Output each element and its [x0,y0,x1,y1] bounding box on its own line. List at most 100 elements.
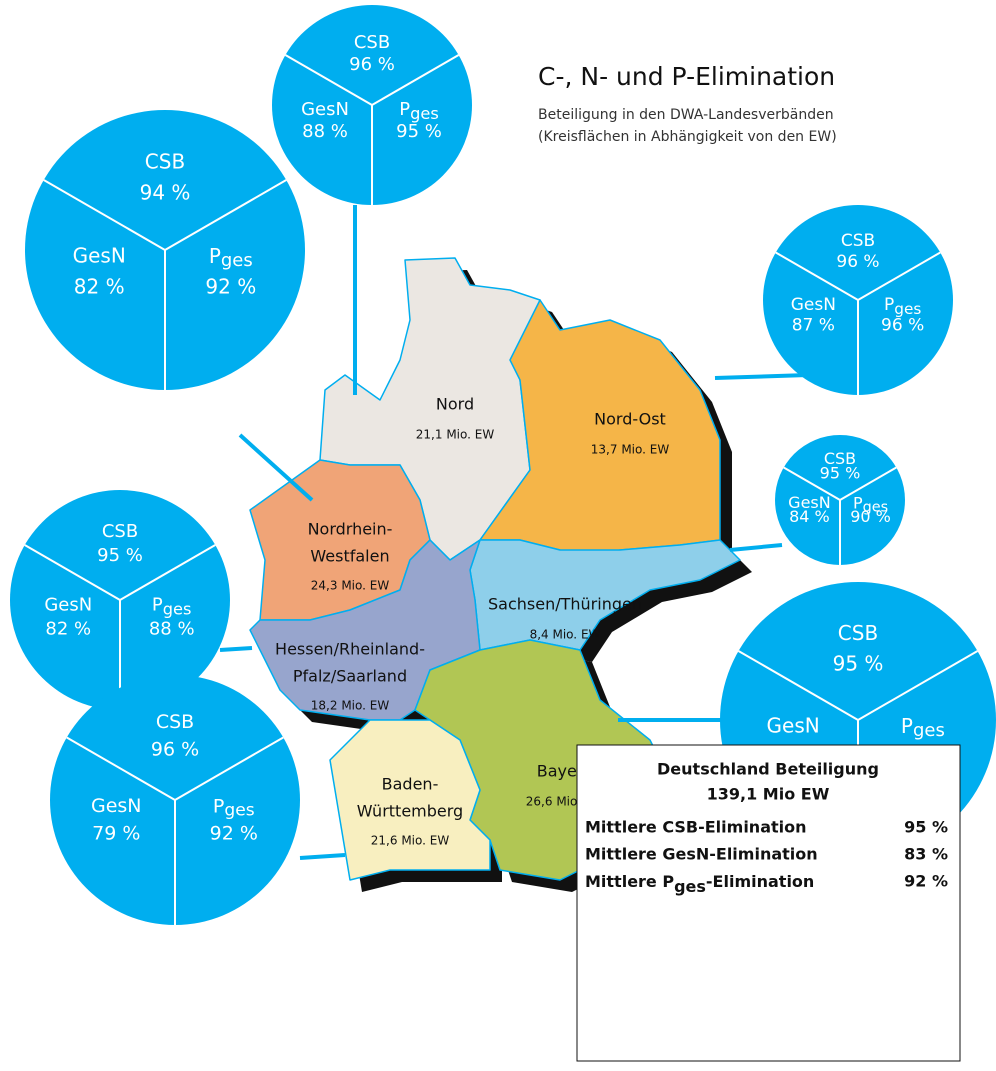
region-population: 24,3 Mio. EW [311,579,390,593]
pie-divider [174,736,284,801]
pie-divider [284,54,373,106]
region [249,539,481,721]
summary-label-part: Mittlere P [585,872,674,891]
segment-label: GesN [788,493,831,512]
pie-divider [857,251,941,301]
segment-label-sub: ges [894,299,921,317]
summary-label: Mittlere CSB-Elimination [585,818,807,837]
segment-label: Pges [884,295,921,318]
segment-value: 82 % [45,619,91,640]
segment-label: GesN [73,244,126,268]
segment-label: CSB [838,621,878,645]
segment-label: GesN [44,595,92,616]
segment-label-main: P [213,795,224,817]
segment-label-sub: ges [224,800,254,820]
segment-value: 96 % [836,252,879,272]
segment-label-main: P [884,295,894,315]
pie-divider [775,251,859,301]
segment-value: 95 % [833,651,884,675]
segment-label: CSB [156,711,194,733]
region-population: 18,2 Mio. EW [311,699,390,713]
region-name: Nordrhein- [308,520,393,539]
connector [219,646,253,652]
segment-value: 96 % [881,316,924,336]
region-name: Sachsen/Thüringen [488,595,642,614]
connector [729,543,783,552]
pie-divider [66,736,176,801]
region-population: 8,4 Mio. EW [530,628,601,642]
segment-value: 96 % [349,54,395,75]
connector [299,853,346,860]
segment-value: 92 % [205,274,256,298]
segment-value: 79 % [92,822,140,844]
segment-label-main: P [853,493,863,512]
segment-label: GesN [791,295,836,315]
region-name: Baden- [382,775,439,794]
summary-value: 83 % [904,845,948,864]
connector [238,433,314,502]
summary-frame [576,744,961,1062]
segment-label: Pges [853,493,888,516]
segment-value: 87 % [792,316,835,336]
segment-label: CSB [102,521,138,542]
region-population: 13,7 Mio. EW [591,443,670,457]
summary-box: Deutschland Beteiligung 139,1 Mio EW Mittl… [576,744,961,1062]
segment-label-main: P [209,244,221,268]
summary-title: Deutschland Beteiligung [657,760,879,779]
segment-label: GesN [301,99,349,120]
segment-value: 90 % [850,507,891,526]
segment-value: 94 % [140,181,191,205]
pie-divider [164,179,287,251]
pie-divider [119,544,216,601]
pie-divider [371,54,460,106]
summary-label: Mittlere Pges-Elimination [585,872,814,896]
segment-label: GesN [767,713,820,737]
segment-value: 88 % [149,619,195,640]
segment-label: CSB [841,231,875,251]
summary-label-part: -Elimination [706,872,814,891]
segment-label-sub: ges [410,104,439,123]
segment-label: Pges [213,795,255,821]
pie-divider [857,650,979,721]
summary-value: 92 % [904,872,948,891]
region-name: Nord-Ost [594,410,666,429]
segment-label-sub: ges [913,720,945,741]
pie-divider [24,544,121,601]
summary-total: 139,1 Mio EW [707,785,830,804]
region-population: 21,1 Mio. EW [416,428,495,442]
title: C-, N- und P-Elimination [538,62,835,91]
segment-label-main: P [901,713,913,737]
pie-divider [783,466,841,501]
segment-label-main: P [152,595,163,616]
segment-label: CSB [824,449,856,468]
summary-label: Mittlere GesN-Elimination [585,845,818,864]
connector [714,373,809,380]
segment-label: GesN [91,795,142,817]
subtitle: Beteiligung in den DWA-Landesverbänden [538,107,834,123]
region-name: Pfalz/Saarland [293,667,407,686]
segment-label-sub: ges [163,599,192,618]
segment-label: Pges [901,713,945,741]
region-name: Westfalen [310,547,389,566]
pie-divider [839,466,897,501]
subtitle: (Kreisflächen in Abhängigkeit von den EW… [538,129,837,145]
region-name: Hessen/Rheinland- [275,640,425,659]
segment-label: Pges [209,244,253,272]
region-population: 21,6 Mio. EW [371,834,450,848]
summary-label-sub: ges [674,877,706,896]
segment-value: 95 % [820,464,861,483]
segment-value: 84 % [789,507,830,526]
segment-value: 96 % [151,739,199,761]
segment-value: 92 % [210,822,258,844]
segment-value: 82 % [74,274,125,298]
region-name: Nord [436,395,474,414]
summary-value: 95 % [904,818,948,837]
segment-label-sub: ges [221,250,253,271]
